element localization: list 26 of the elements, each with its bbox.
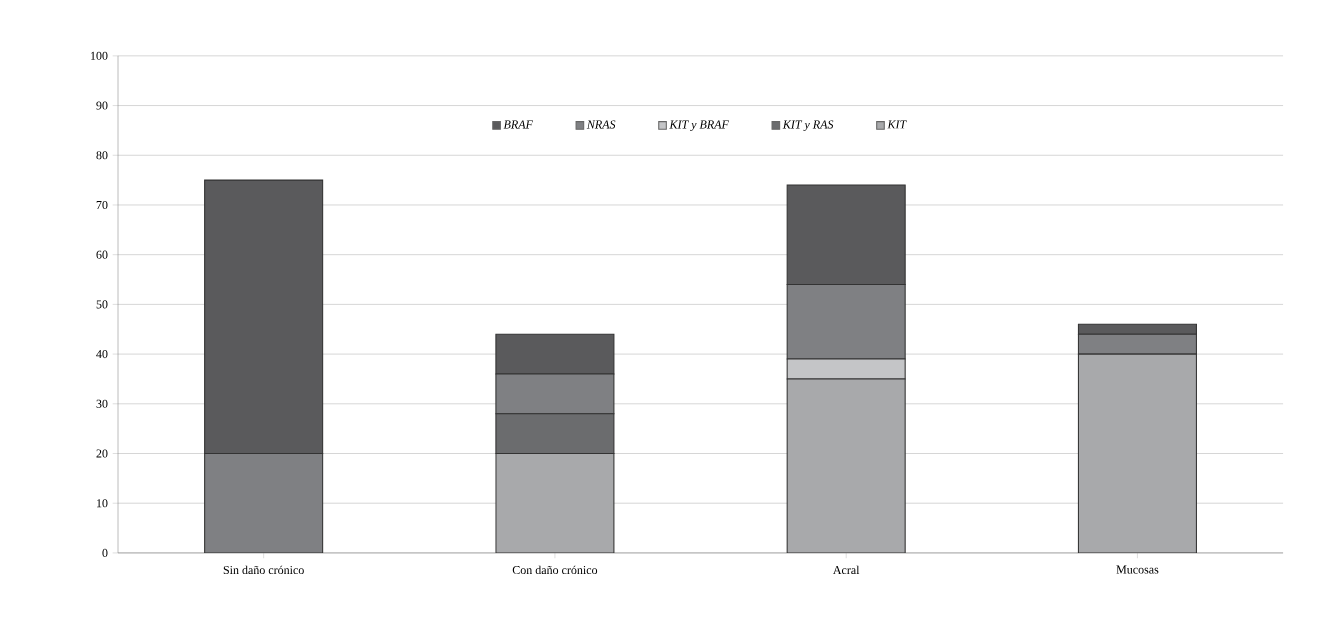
x-tick-label: Acral (832, 565, 860, 575)
legend-label: KIT y RAS (782, 120, 834, 132)
y-tick-label: 0 (102, 548, 108, 557)
y-tick-label: 50 (96, 300, 108, 309)
y-tick-label: 80 (96, 151, 108, 160)
y-tick-label: 90 (96, 101, 108, 110)
y-tick-label: 20 (96, 449, 108, 458)
x-tick-label: Con daño crónico (512, 565, 598, 575)
y-tick-label: 30 (96, 399, 108, 408)
bar (1077, 333, 1197, 355)
y-tick-label: 60 (96, 250, 108, 259)
y-tick-label: 40 (96, 350, 108, 359)
bar (786, 358, 906, 380)
y-tick-label: 70 (96, 200, 108, 210)
bar (495, 333, 615, 375)
legend-label: BRAF (503, 120, 533, 129)
legend-label: KIT (887, 120, 907, 129)
bar (495, 452, 615, 553)
y-tick-label: 100 (91, 51, 108, 60)
bar (495, 373, 615, 415)
bar (786, 283, 906, 360)
legend-label: KIT y BRAF (669, 120, 729, 131)
legend-label: NRAS (586, 120, 616, 129)
x-tick-label: Sin daño crónico (223, 565, 304, 575)
y-tick-label: 10 (97, 499, 108, 508)
x-tick-label: Mucosas (1116, 565, 1159, 574)
